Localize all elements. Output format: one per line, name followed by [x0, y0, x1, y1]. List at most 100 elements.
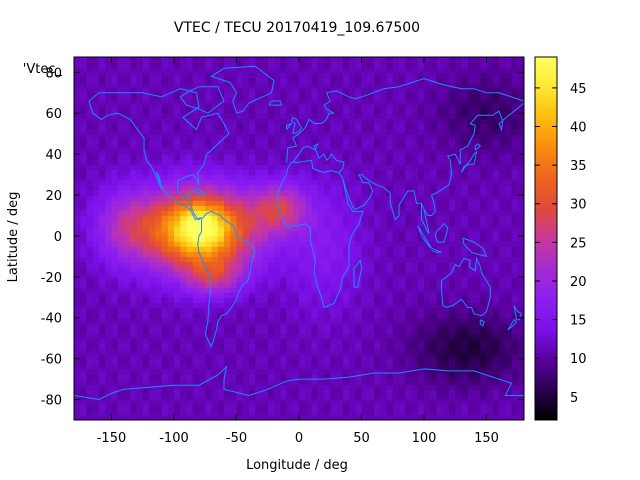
heatmap-cell: [217, 251, 225, 257]
heatmap-cell: [499, 195, 506, 201]
heatmap-cell: [399, 200, 406, 206]
heatmap-cell: [249, 414, 256, 420]
heatmap-cell: [511, 373, 519, 380]
heatmap-cell: [417, 373, 425, 380]
heatmap-cell: [92, 389, 100, 396]
heatmap-cell: [274, 409, 281, 416]
heatmap-cell: [74, 251, 81, 257]
heatmap-cell: [411, 200, 419, 206]
heatmap-cell: [399, 128, 406, 135]
heatmap-cell: [436, 373, 444, 380]
heatmap-cell: [192, 184, 200, 191]
heatmap-cell: [467, 108, 475, 114]
heatmap-cell: [99, 348, 106, 355]
heatmap-cell: [324, 133, 331, 140]
heatmap-cell: [474, 220, 481, 227]
heatmap-cell: [74, 87, 81, 94]
heatmap-cell: [455, 297, 463, 304]
heatmap-cell: [180, 123, 188, 130]
heatmap-cell: [330, 87, 338, 94]
heatmap-cell: [117, 343, 125, 350]
heatmap-cell: [386, 343, 394, 350]
heatmap-cell: [174, 230, 181, 237]
heatmap-cell: [242, 246, 250, 252]
heatmap-cell: [255, 333, 263, 339]
heatmap-cell: [436, 322, 444, 329]
heatmap-cell: [186, 123, 194, 130]
heatmap-cell: [480, 276, 488, 283]
heatmap-cell: [192, 287, 200, 293]
heatmap-cell: [292, 118, 300, 125]
heatmap-cell: [255, 246, 263, 252]
heatmap-cell: [80, 307, 88, 314]
heatmap-cell: [167, 149, 175, 155]
heatmap-cell: [105, 333, 113, 339]
heatmap-cell: [242, 77, 250, 84]
heatmap-cell: [261, 373, 269, 380]
heatmap-cell: [449, 118, 456, 125]
heatmap-cell: [342, 343, 350, 350]
heatmap-cell: [205, 92, 213, 99]
heatmap-cell: [180, 215, 188, 222]
heatmap-cell: [74, 394, 81, 401]
heatmap-cell: [224, 363, 231, 370]
heatmap-cell: [311, 97, 319, 104]
heatmap-cell: [217, 297, 225, 304]
heatmap-cell: [380, 195, 388, 201]
heatmap-cell: [261, 307, 269, 314]
heatmap-cell: [499, 87, 506, 94]
heatmap-cell: [117, 353, 125, 360]
heatmap-cell: [424, 271, 431, 278]
heatmap-cell: [199, 414, 206, 420]
heatmap-cell: [211, 225, 219, 232]
heatmap-cell: [149, 348, 156, 355]
heatmap-cell: [255, 67, 263, 73]
heatmap-cell: [436, 210, 444, 217]
heatmap-cell: [436, 138, 444, 145]
heatmap-cell: [230, 414, 238, 420]
heatmap-cell: [330, 108, 338, 114]
heatmap-cell: [486, 251, 494, 257]
heatmap-cell: [455, 82, 463, 89]
heatmap-cell: [386, 246, 394, 252]
heatmap-cell: [324, 138, 331, 145]
heatmap-cell: [292, 225, 300, 232]
heatmap-cell: [336, 317, 344, 324]
heatmap-cell: [155, 353, 163, 360]
heatmap-cell: [74, 82, 81, 89]
heatmap-cell: [492, 123, 500, 130]
heatmap-cell: [74, 179, 81, 186]
heatmap-cell: [449, 281, 456, 288]
heatmap-cell: [74, 246, 81, 252]
heatmap-cell: [161, 108, 169, 114]
heatmap-cell: [430, 169, 438, 176]
heatmap-cell: [149, 394, 156, 401]
heatmap-cell: [249, 317, 256, 324]
heatmap-cell: [380, 256, 388, 263]
heatmap-cell: [474, 266, 481, 273]
heatmap-cell: [417, 333, 425, 339]
heatmap-cell: [111, 225, 119, 232]
heatmap-cell: [467, 92, 475, 99]
heatmap-cell: [267, 266, 275, 273]
heatmap-cell: [405, 302, 413, 309]
heatmap-cell: [367, 327, 375, 334]
heatmap-cell: [311, 251, 319, 257]
heatmap-cell: [174, 266, 181, 273]
heatmap-cell: [336, 138, 344, 145]
heatmap-cell: [136, 118, 144, 125]
heatmap-cell: [142, 261, 150, 268]
heatmap-cell: [505, 108, 513, 114]
heatmap-cell: [411, 118, 419, 125]
heatmap-cell: [292, 281, 300, 288]
heatmap-cell: [130, 220, 138, 227]
heatmap-cell: [255, 230, 263, 237]
heatmap-cell: [130, 77, 138, 84]
heatmap-cell: [467, 287, 475, 293]
heatmap-cell: [511, 225, 519, 232]
heatmap-cell: [499, 348, 506, 355]
heatmap-cell: [111, 133, 119, 140]
heatmap-cell: [280, 123, 288, 130]
heatmap-cell: [230, 322, 238, 329]
heatmap-cell: [386, 82, 394, 89]
